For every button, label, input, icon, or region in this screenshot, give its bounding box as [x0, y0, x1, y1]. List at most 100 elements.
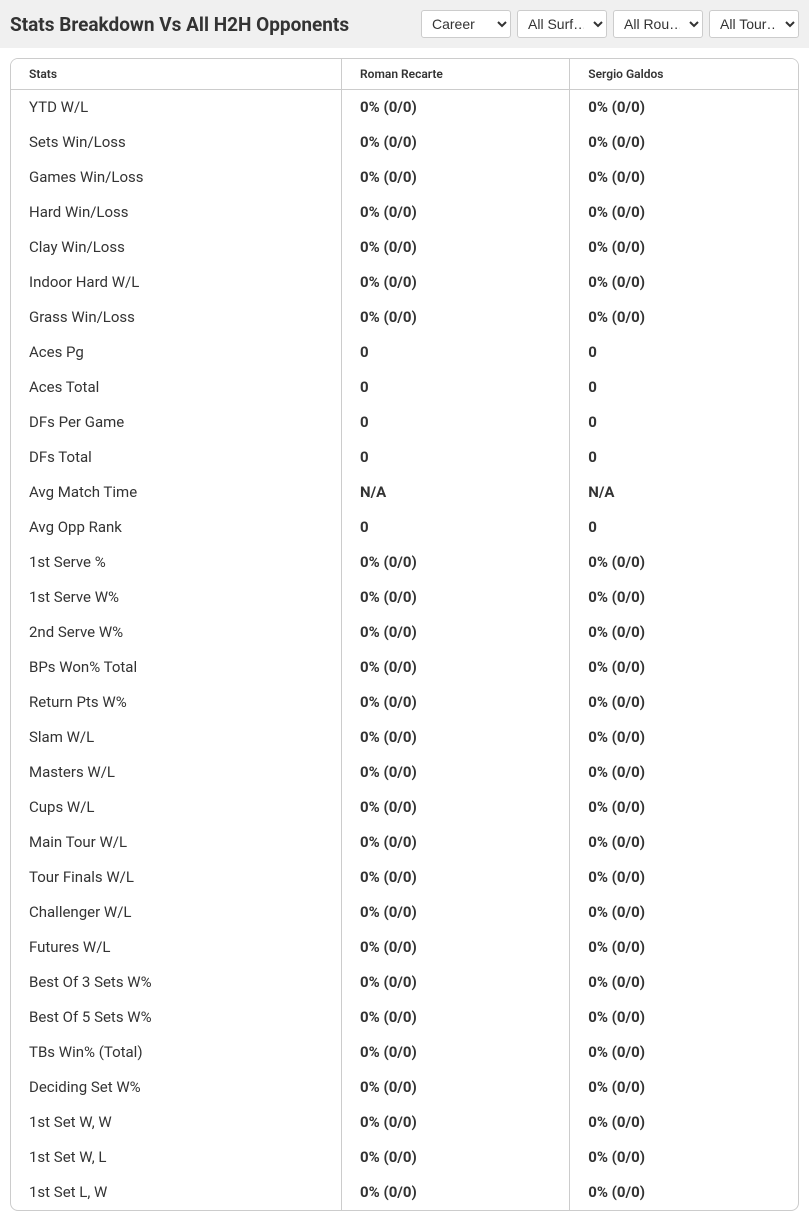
- player1-value: 0% (0/0): [342, 1105, 570, 1140]
- round-filter[interactable]: All Rou…: [613, 10, 703, 38]
- stat-label: Aces Pg: [11, 335, 342, 370]
- stat-label: Main Tour W/L: [11, 825, 342, 860]
- table-row: 1st Serve %0% (0/0)0% (0/0): [11, 545, 798, 580]
- header-bar: Stats Breakdown Vs All H2H Opponents Car…: [0, 0, 809, 48]
- table-row: 1st Set L, W0% (0/0)0% (0/0): [11, 1175, 798, 1210]
- table-row: Clay Win/Loss0% (0/0)0% (0/0): [11, 230, 798, 265]
- player1-value: 0% (0/0): [342, 755, 570, 790]
- table-body: YTD W/L0% (0/0)0% (0/0)Sets Win/Loss0% (…: [11, 90, 798, 1210]
- player1-value: 0% (0/0): [342, 1000, 570, 1035]
- stat-label: Challenger W/L: [11, 895, 342, 930]
- player2-value: N/A: [570, 475, 798, 510]
- player2-value: 0% (0/0): [570, 1175, 798, 1210]
- stat-label: 1st Set W, L: [11, 1140, 342, 1175]
- player2-value: 0% (0/0): [570, 1140, 798, 1175]
- player1-value: 0% (0/0): [342, 1175, 570, 1210]
- player1-value: 0: [342, 510, 570, 545]
- player2-value: 0: [570, 370, 798, 405]
- player2-value: 0: [570, 510, 798, 545]
- career-filter[interactable]: Career: [421, 10, 511, 38]
- stat-label: YTD W/L: [11, 90, 342, 125]
- stat-label: Games Win/Loss: [11, 160, 342, 195]
- player1-value: 0% (0/0): [342, 1035, 570, 1070]
- table-row: DFs Total00: [11, 440, 798, 475]
- table-row: Aces Total00: [11, 370, 798, 405]
- player1-value: 0% (0/0): [342, 685, 570, 720]
- table-row: Avg Opp Rank00: [11, 510, 798, 545]
- stat-label: TBs Win% (Total): [11, 1035, 342, 1070]
- table-row: Main Tour W/L0% (0/0)0% (0/0): [11, 825, 798, 860]
- table-row: TBs Win% (Total)0% (0/0)0% (0/0): [11, 1035, 798, 1070]
- col-header-player1: Roman Recarte: [342, 59, 570, 90]
- stat-label: Indoor Hard W/L: [11, 265, 342, 300]
- player2-value: 0: [570, 335, 798, 370]
- player1-value: 0: [342, 440, 570, 475]
- table-row: Best Of 5 Sets W%0% (0/0)0% (0/0): [11, 1000, 798, 1035]
- stat-label: Return Pts W%: [11, 685, 342, 720]
- tournament-filter[interactable]: All Tour…: [709, 10, 799, 38]
- player1-value: 0% (0/0): [342, 860, 570, 895]
- player1-value: 0% (0/0): [342, 965, 570, 1000]
- player2-value: 0% (0/0): [570, 265, 798, 300]
- filter-group: Career All Surf… All Rou… All Tour…: [421, 10, 799, 38]
- player2-value: 0% (0/0): [570, 930, 798, 965]
- stat-label: Deciding Set W%: [11, 1070, 342, 1105]
- player1-value: 0% (0/0): [342, 1140, 570, 1175]
- stat-label: Slam W/L: [11, 720, 342, 755]
- player1-value: 0% (0/0): [342, 580, 570, 615]
- page-title: Stats Breakdown Vs All H2H Opponents: [10, 13, 349, 36]
- stat-label: DFs Total: [11, 440, 342, 475]
- table-row: Hard Win/Loss0% (0/0)0% (0/0): [11, 195, 798, 230]
- stat-label: Tour Finals W/L: [11, 860, 342, 895]
- player2-value: 0% (0/0): [570, 1070, 798, 1105]
- player2-value: 0% (0/0): [570, 545, 798, 580]
- table-row: Avg Match TimeN/AN/A: [11, 475, 798, 510]
- stat-label: 1st Set W, W: [11, 1105, 342, 1140]
- stats-table-container: Stats Roman Recarte Sergio Galdos YTD W/…: [10, 58, 799, 1211]
- table-row: 1st Set W, W0% (0/0)0% (0/0): [11, 1105, 798, 1140]
- stat-label: Cups W/L: [11, 790, 342, 825]
- stat-label: Avg Opp Rank: [11, 510, 342, 545]
- player2-value: 0% (0/0): [570, 615, 798, 650]
- player2-value: 0% (0/0): [570, 125, 798, 160]
- table-row: Deciding Set W%0% (0/0)0% (0/0): [11, 1070, 798, 1105]
- stat-label: Sets Win/Loss: [11, 125, 342, 160]
- table-row: Grass Win/Loss0% (0/0)0% (0/0): [11, 300, 798, 335]
- stat-label: 1st Serve W%: [11, 580, 342, 615]
- table-row: YTD W/L0% (0/0)0% (0/0): [11, 90, 798, 125]
- table-row: Sets Win/Loss0% (0/0)0% (0/0): [11, 125, 798, 160]
- stat-label: Best Of 5 Sets W%: [11, 1000, 342, 1035]
- table-row: BPs Won% Total0% (0/0)0% (0/0): [11, 650, 798, 685]
- player2-value: 0% (0/0): [570, 1000, 798, 1035]
- player2-value: 0% (0/0): [570, 1105, 798, 1140]
- table-row: Return Pts W%0% (0/0)0% (0/0): [11, 685, 798, 720]
- stat-label: Avg Match Time: [11, 475, 342, 510]
- player1-value: 0% (0/0): [342, 825, 570, 860]
- player2-value: 0% (0/0): [570, 230, 798, 265]
- stat-label: Hard Win/Loss: [11, 195, 342, 230]
- table-row: Challenger W/L0% (0/0)0% (0/0): [11, 895, 798, 930]
- player1-value: 0% (0/0): [342, 790, 570, 825]
- table-row: 2nd Serve W%0% (0/0)0% (0/0): [11, 615, 798, 650]
- player2-value: 0% (0/0): [570, 895, 798, 930]
- table-row: DFs Per Game00: [11, 405, 798, 440]
- player1-value: 0% (0/0): [342, 195, 570, 230]
- stat-label: BPs Won% Total: [11, 650, 342, 685]
- table-row: Aces Pg00: [11, 335, 798, 370]
- player1-value: 0% (0/0): [342, 230, 570, 265]
- table-row: Masters W/L0% (0/0)0% (0/0): [11, 755, 798, 790]
- table-row: Indoor Hard W/L0% (0/0)0% (0/0): [11, 265, 798, 300]
- table-row: Best Of 3 Sets W%0% (0/0)0% (0/0): [11, 965, 798, 1000]
- col-header-stats: Stats: [11, 59, 342, 90]
- player2-value: 0% (0/0): [570, 965, 798, 1000]
- player1-value: 0: [342, 370, 570, 405]
- stat-label: Futures W/L: [11, 930, 342, 965]
- player1-value: 0: [342, 405, 570, 440]
- surface-filter[interactable]: All Surf…: [517, 10, 607, 38]
- stat-label: Grass Win/Loss: [11, 300, 342, 335]
- player2-value: 0% (0/0): [570, 195, 798, 230]
- player2-value: 0% (0/0): [570, 90, 798, 125]
- player2-value: 0% (0/0): [570, 160, 798, 195]
- player1-value: 0% (0/0): [342, 160, 570, 195]
- stat-label: Best Of 3 Sets W%: [11, 965, 342, 1000]
